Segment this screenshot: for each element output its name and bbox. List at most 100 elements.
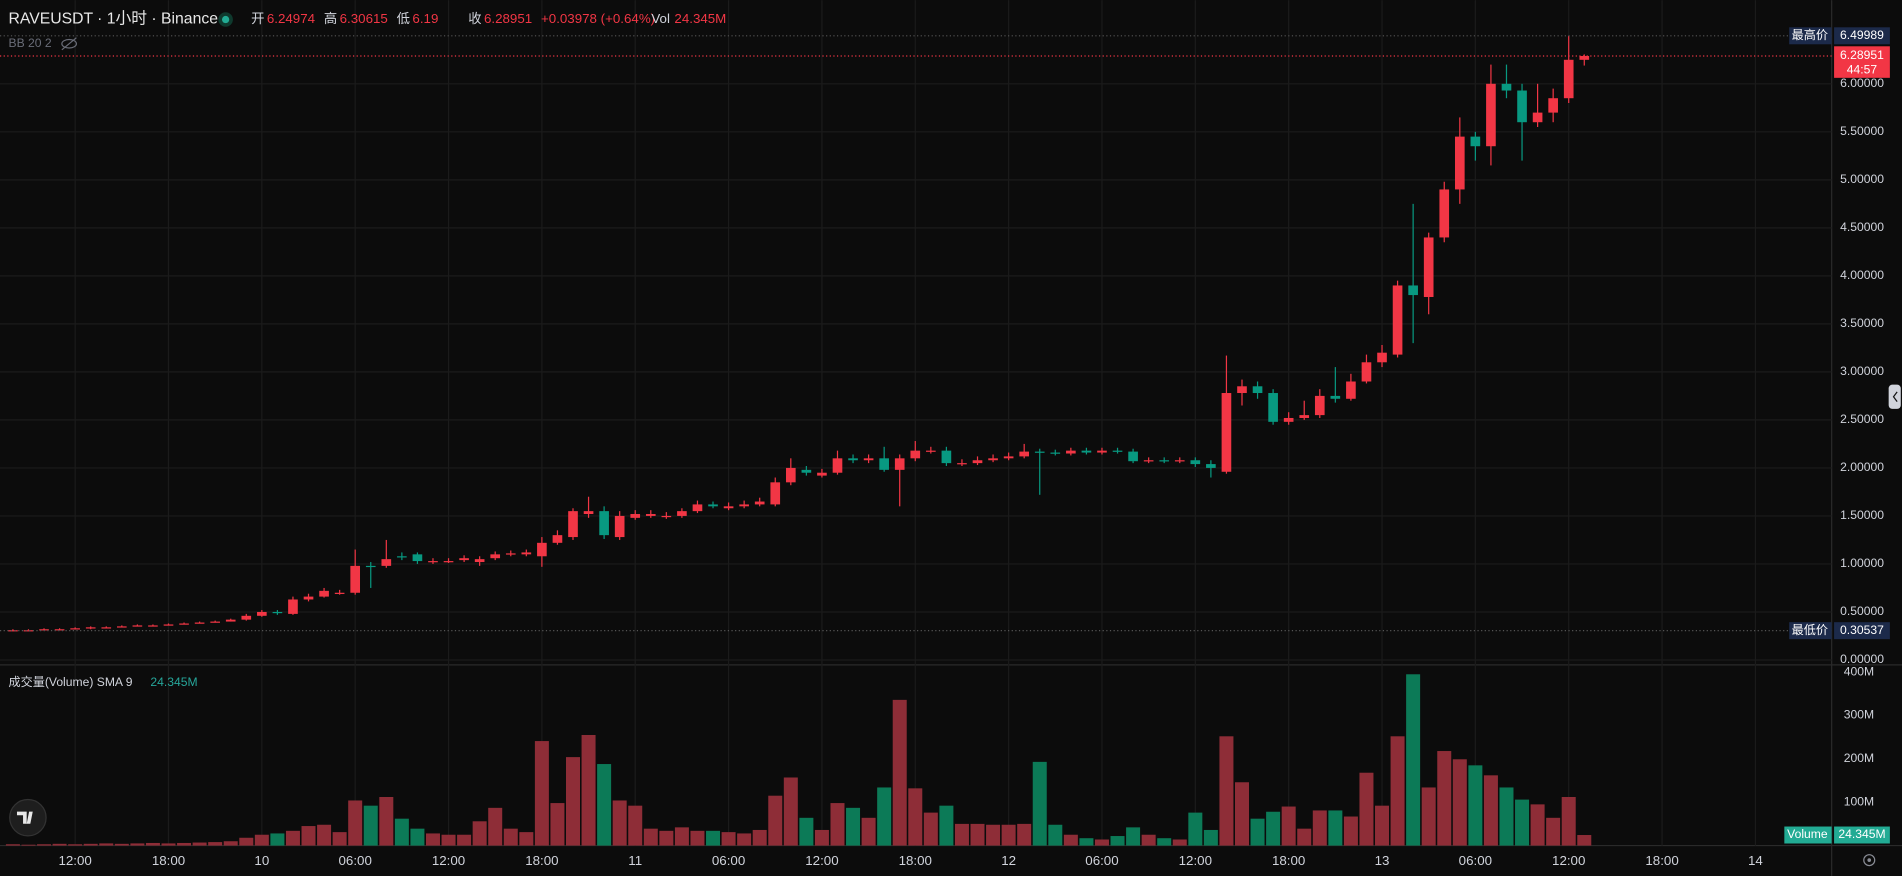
volume-bar <box>457 834 472 846</box>
x-tick-label: 12:00 <box>432 853 465 868</box>
candle-body <box>319 590 329 597</box>
volume-bar <box>177 842 192 846</box>
volume-bar <box>130 843 145 846</box>
volume-bar <box>1281 806 1296 846</box>
candle-body <box>412 554 423 562</box>
candle-body <box>1517 90 1527 123</box>
volume-bar <box>114 843 129 846</box>
price-badge-bg <box>1834 46 1890 78</box>
hide-icon[interactable] <box>61 37 78 51</box>
volume-bar <box>534 741 549 846</box>
x-tick-label: 06:00 <box>1085 853 1118 868</box>
candle-body <box>350 565 361 593</box>
volume-bar <box>208 842 223 846</box>
eye <box>61 38 78 49</box>
candle-body <box>1081 450 1092 453</box>
volume-bar <box>1219 736 1234 846</box>
volume-bar <box>161 843 176 846</box>
candle-body <box>443 561 454 563</box>
candle-body <box>972 460 983 464</box>
candle-body <box>1268 393 1278 422</box>
volume-bar <box>68 844 83 846</box>
volume-bar <box>332 832 347 846</box>
candle-body <box>832 458 843 473</box>
x-tick-label: 10 <box>254 853 269 868</box>
y-tick-label: 5.00000 <box>1840 172 1884 186</box>
x-tick-label: 13 <box>1375 853 1390 868</box>
settings-icon[interactable] <box>1863 854 1876 867</box>
volume-bar <box>1203 829 1218 846</box>
volume-bar <box>1157 838 1172 846</box>
candle-body <box>926 450 936 452</box>
volume-bar <box>1390 736 1405 846</box>
volume-bar <box>799 817 814 846</box>
volume-title: 成交量(Volume) SMA 9 <box>8 674 132 689</box>
volume-bar <box>348 800 363 846</box>
candle-body <box>1346 381 1356 399</box>
x-tick-label: 06:00 <box>712 853 745 868</box>
volume-bar <box>1079 838 1094 846</box>
volume-bar <box>706 830 721 846</box>
volume-bar <box>83 843 98 846</box>
volume-bar <box>814 829 829 846</box>
candle-body <box>521 552 532 555</box>
x-tick-label: 06:00 <box>339 853 372 868</box>
candle-body <box>770 482 781 505</box>
x-tick-label: 12:00 <box>58 853 91 868</box>
y-tick-label: 2.50000 <box>1840 412 1884 426</box>
volume-bar <box>674 827 689 846</box>
gear-hub <box>1867 858 1872 862</box>
candle-body <box>272 611 283 614</box>
candle-body <box>194 622 205 624</box>
volume-bar <box>37 844 52 846</box>
candle-body <box>210 621 220 623</box>
volume-bar <box>99 843 114 846</box>
vol-value: 24.345M <box>674 11 726 26</box>
x-tick-label: 11 <box>628 853 642 868</box>
candle-body <box>101 627 112 629</box>
volume-bar <box>1437 751 1452 846</box>
volume-bar <box>550 803 565 846</box>
candle-body <box>1361 362 1372 382</box>
candle-body <box>365 565 376 568</box>
candle-body <box>599 511 609 536</box>
volume-bar <box>1094 839 1109 846</box>
candle-body <box>1330 395 1341 399</box>
logo-glyph <box>16 811 33 824</box>
candle-body <box>1439 189 1450 238</box>
eye-slash <box>61 37 77 51</box>
volume-bar <box>239 837 254 846</box>
y-tick-label: 2.00000 <box>1840 460 1884 474</box>
volume-bar <box>566 757 581 846</box>
volume-bar <box>659 830 674 846</box>
badge-value-bg <box>1834 622 1890 640</box>
candle-body <box>537 542 547 557</box>
candle-body <box>1159 460 1170 462</box>
candle-body <box>988 458 998 461</box>
candle-body <box>910 450 921 459</box>
candle-body <box>70 628 80 630</box>
badge-bg <box>1789 27 1832 45</box>
x-tick-label: 12:00 <box>805 853 838 868</box>
candle-body <box>1112 450 1123 452</box>
volume-bar <box>612 800 627 846</box>
volume-bar <box>1032 761 1047 846</box>
volume-bar <box>317 824 332 846</box>
volume-bar <box>1421 787 1436 846</box>
candle-body <box>645 514 656 516</box>
x-tick-label: 18:00 <box>1272 853 1305 868</box>
volume-bar <box>1499 787 1514 846</box>
candle-body <box>334 592 345 594</box>
y-tick-label: 1.00000 <box>1840 556 1884 570</box>
tradingview-logo[interactable] <box>9 798 47 837</box>
candle-body <box>1532 112 1543 123</box>
candle-body <box>1221 393 1232 472</box>
x-tick-label: 06:00 <box>1459 853 1492 868</box>
volume-bar <box>379 797 394 846</box>
candle-body <box>257 611 267 616</box>
y-tick-label: 3.00000 <box>1840 364 1884 378</box>
volume-bar <box>1001 824 1016 846</box>
volume-bar <box>5 844 20 846</box>
scroll-handle[interactable] <box>1888 384 1901 409</box>
